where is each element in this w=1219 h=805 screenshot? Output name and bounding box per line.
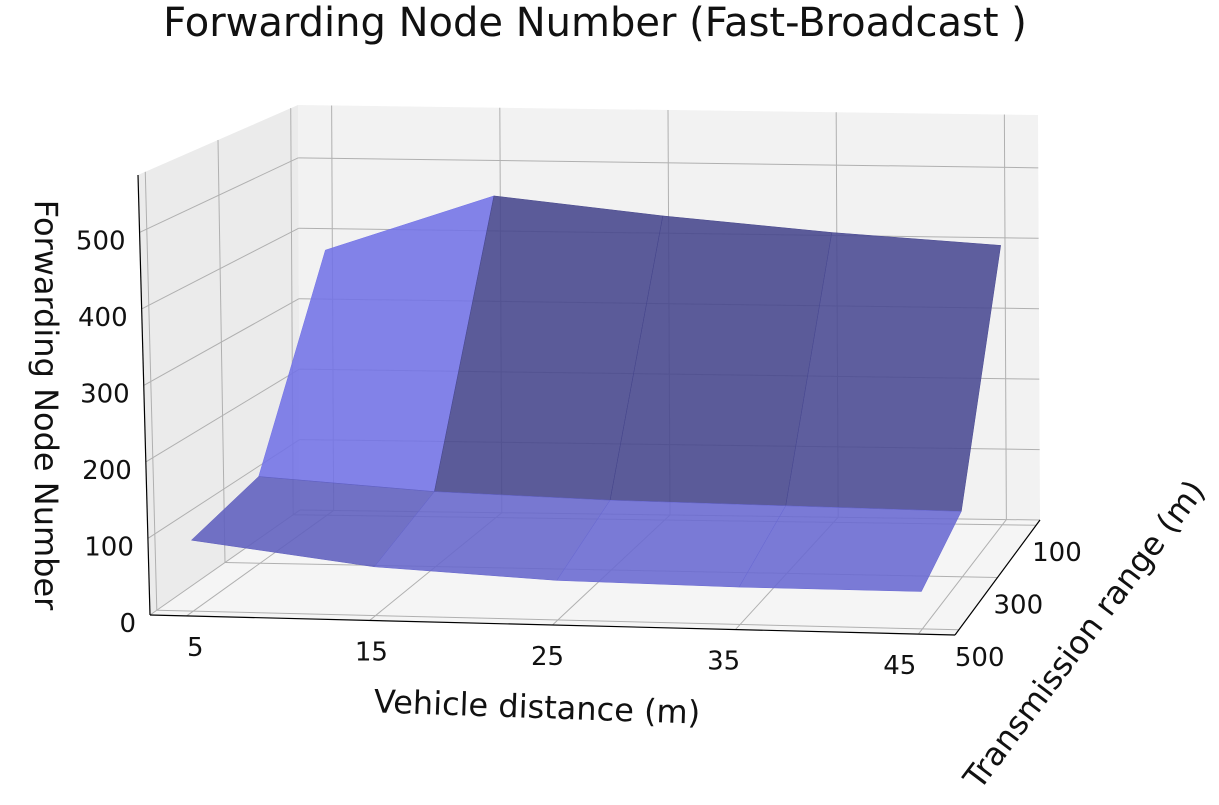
z-tick-label: 0	[119, 609, 136, 639]
z-tick-label: 200	[82, 456, 132, 486]
axis-line	[137, 174, 151, 616]
y-tick-label: 500	[955, 643, 1005, 673]
grid-line	[144, 171, 158, 611]
z-tick-label: 400	[78, 303, 128, 333]
grid-line	[141, 227, 299, 310]
chart-title: Forwarding Node Number (Fast-Broadcast )	[163, 0, 1027, 46]
grid-line	[145, 368, 300, 463]
grid-line	[1003, 114, 1007, 520]
grid-line	[217, 139, 226, 563]
x-axis-label: Vehicle distance (m)	[373, 682, 701, 731]
z-tick-label: 100	[84, 532, 134, 562]
z-tick-label: 300	[80, 379, 130, 409]
z-tick-label: 500	[76, 226, 126, 256]
x-tick-label: 5	[187, 633, 204, 663]
z-axis-label: Forwarding Node Number	[27, 200, 65, 611]
grid-line	[139, 157, 299, 233]
grid-line	[143, 298, 300, 386]
surface-patch	[738, 505, 962, 592]
x-tick-label: 15	[355, 637, 388, 667]
grid-line	[298, 157, 1039, 169]
grid-line	[156, 609, 959, 631]
y-tick-label: 300	[994, 591, 1044, 621]
y-tick-label: 100	[1032, 538, 1082, 568]
axis-line	[149, 614, 956, 636]
x-tick-label: 45	[883, 651, 916, 681]
x-tick-label: 25	[531, 642, 564, 672]
axis-line	[954, 519, 1041, 636]
x-tick-label: 35	[707, 647, 740, 677]
